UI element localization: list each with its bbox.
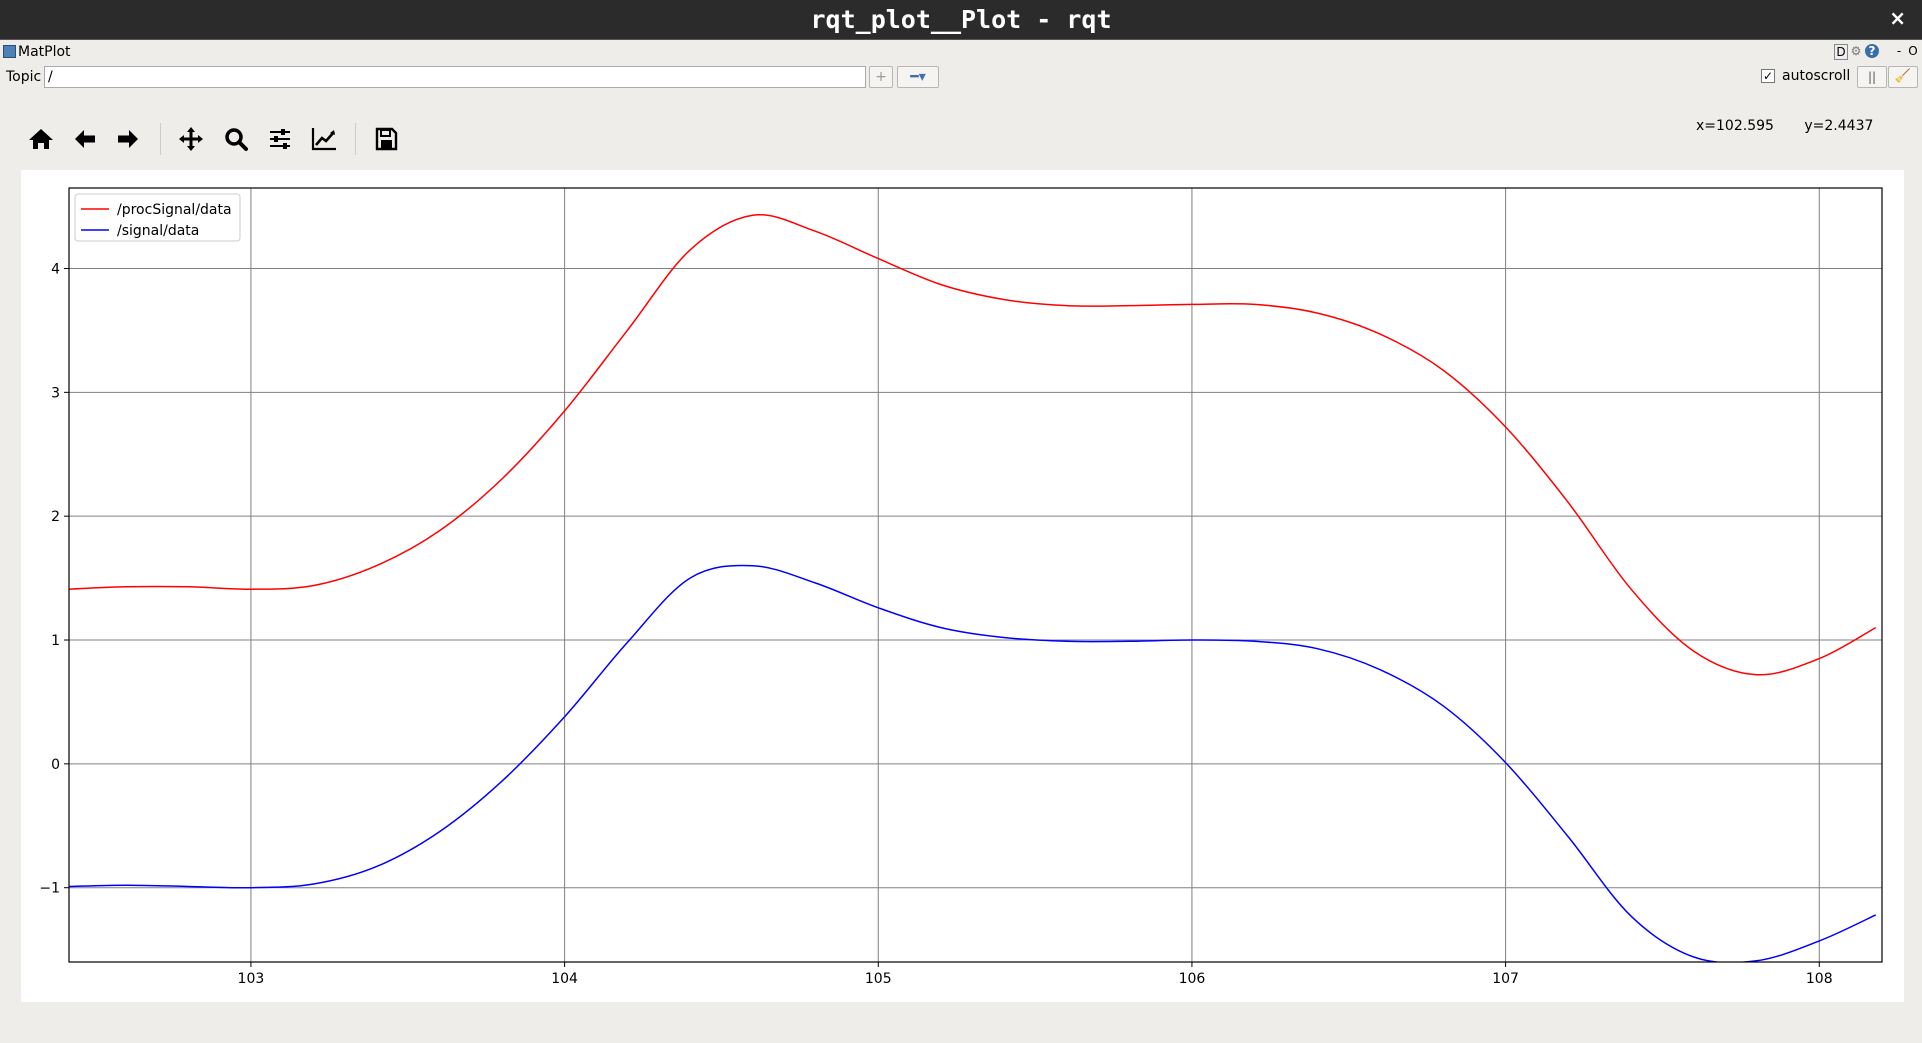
legend-entry: /signal/data [117,223,199,239]
clear-button[interactable]: 🧹 [1888,66,1918,88]
add-topic-button[interactable]: + [869,66,893,88]
panel-title: MatPlot [18,44,71,60]
gear-icon[interactable]: ⚙ [1850,44,1862,58]
cursor-y-readout: y=2.4437 [1804,118,1874,134]
help-icon[interactable]: ? [1865,44,1879,58]
panel-titlebar: MatPlot D ⚙ ? - O [0,40,1922,64]
topic-input[interactable] [44,66,866,88]
y-tick-label: 3 [51,385,60,401]
y-tick-label: 4 [51,261,60,277]
x-tick-label: 108 [1806,971,1833,987]
axes-frame [68,187,1883,963]
navigation-toolbar [0,115,1922,163]
y-tick-label: 2 [51,509,60,525]
window-titlebar: rqt_plot__Plot - rqt × [0,0,1922,40]
autoscroll-label: autoscroll [1782,68,1851,84]
series-line-1 [69,564,1877,962]
toolbar-separator [160,123,161,155]
edit-axes-icon[interactable] [308,123,340,155]
legend-box [74,193,241,242]
save-icon[interactable] [370,123,402,155]
autoscroll-checkbox[interactable]: ✓ [1761,69,1775,83]
series-line-0 [69,213,1877,676]
subplots-config-icon[interactable] [264,123,296,155]
plot-figure: 103 104 105 106 107 108 −1 0 1 2 3 4/procSignal/dat… [21,170,1904,1002]
pause-button[interactable]: || [1857,66,1887,88]
cursor-x-readout: x=102.595 [1696,118,1774,134]
x-tick-label: 104 [551,971,578,987]
minimize-button[interactable]: - [1896,44,1902,58]
x-tick-label: 103 [238,971,265,987]
window-title: rqt_plot__Plot - rqt [810,5,1112,34]
toolbar-separator [355,123,356,155]
cursor-coordinates: x=102.595 y=2.4437 [1696,118,1899,134]
remove-topic-dropdown[interactable]: ━▾ [897,66,939,88]
panel-close-button[interactable]: O [1908,44,1918,58]
y-tick-label: −1 [39,881,60,897]
forward-icon[interactable] [112,123,144,155]
y-tick-label: 0 [51,757,60,773]
plot-canvas[interactable]: 103 104 105 106 107 108 −1 0 1 2 3 4/procSignal/dat… [21,170,1904,1002]
pan-icon[interactable] [175,123,207,155]
legend-entry: /procSignal/data [117,202,232,218]
x-tick-label: 105 [865,971,892,987]
topic-bar: Topic + ━▾ ✓ autoscroll || 🧹 [0,64,1922,90]
home-icon[interactable] [25,123,57,155]
matplot-icon [3,45,16,58]
back-icon[interactable] [69,123,101,155]
x-tick-label: 106 [1179,971,1206,987]
topic-label: Topic [6,69,42,85]
panel-dock-button[interactable]: D [1834,44,1848,60]
zoom-icon[interactable] [220,123,252,155]
x-tick-label: 107 [1492,971,1519,987]
close-icon[interactable]: × [1889,6,1906,30]
y-tick-label: 1 [51,633,60,649]
